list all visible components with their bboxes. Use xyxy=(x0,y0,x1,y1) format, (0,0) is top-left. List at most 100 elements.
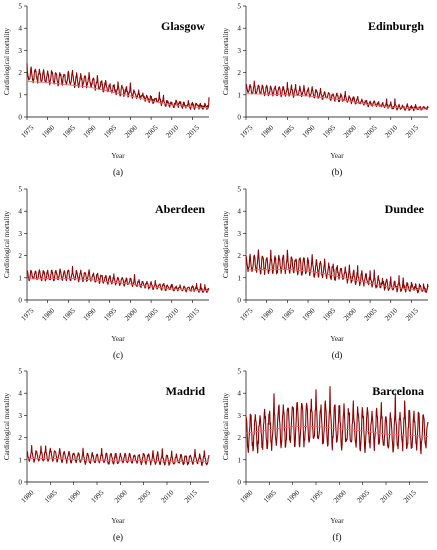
panel-d: 0 1 2 3 4 5 1975 1980 1985 1990 1995 2000 2005 2010 20… xyxy=(222,186,429,360)
y-tick-label: 2 xyxy=(237,434,241,442)
y-tick-label: 1 xyxy=(237,456,241,464)
x-tick-label: 1980 xyxy=(20,488,36,504)
y-tick-label: 5 xyxy=(18,3,22,11)
y-tick-label: 4 xyxy=(18,390,22,398)
x-tick-label: 2005 xyxy=(363,306,379,322)
y-tick-label: 4 xyxy=(237,390,241,398)
x-tick-label: 1980 xyxy=(40,306,56,322)
y-tick-label: 0 xyxy=(18,114,22,122)
x-tick-label: 2000 xyxy=(332,488,348,504)
x-tick-label: 2010 xyxy=(164,123,180,139)
series-line-observed xyxy=(26,265,210,293)
x-tick-label: 1985 xyxy=(61,306,77,322)
series-line-observed xyxy=(245,249,429,294)
x-axis-label: Year xyxy=(111,517,125,525)
x-tick-label: 1995 xyxy=(321,306,337,322)
y-tick-label: 4 xyxy=(18,25,22,33)
panel-title: Glasgow xyxy=(161,19,205,33)
y-tick-label: 2 xyxy=(18,252,22,260)
panel-caption: (e) xyxy=(113,532,123,542)
series-line-trend xyxy=(26,457,209,462)
series-line-trend xyxy=(245,93,429,110)
x-axis-label: Year xyxy=(330,152,344,160)
x-tick-label: 2005 xyxy=(355,488,371,504)
x-axis-label: Year xyxy=(330,335,344,343)
x-tick-label: 1985 xyxy=(262,488,278,504)
panel-title: Barcelona xyxy=(372,384,424,398)
panel-caption: (f) xyxy=(333,532,342,542)
panel-caption: (a) xyxy=(113,167,123,177)
x-tick-label: 1995 xyxy=(102,123,118,139)
x-tick-label: 1990 xyxy=(285,488,301,504)
y-axis-label: Cardiological mortality xyxy=(3,27,11,95)
x-tick-label: 1985 xyxy=(43,488,59,504)
panel-f: 0 1 2 3 4 5 1980 1985 1990 1995 2000 2005 2010 2015 Ca… xyxy=(222,368,429,542)
x-tick-label: 2010 xyxy=(383,306,399,322)
panel-caption: (b) xyxy=(332,167,343,177)
y-tick-label: 1 xyxy=(18,274,22,282)
y-tick-label: 5 xyxy=(237,368,241,376)
y-tick-label: 3 xyxy=(18,230,22,238)
y-tick-label: 2 xyxy=(237,69,241,77)
x-tick-label: 2005 xyxy=(136,488,152,504)
x-tick-label: 2005 xyxy=(144,306,160,322)
x-tick-label: 2010 xyxy=(379,488,395,504)
y-tick-label: 2 xyxy=(18,434,22,442)
x-axis-label: Year xyxy=(330,517,344,525)
x-tick-label: 1995 xyxy=(309,488,325,504)
y-tick-label: 3 xyxy=(18,412,22,420)
y-tick-label: 1 xyxy=(237,274,241,282)
y-tick-label: 5 xyxy=(18,368,22,376)
x-tick-label: 2015 xyxy=(404,306,420,322)
series-line-observed xyxy=(26,444,210,467)
x-tick-label: 1975 xyxy=(239,123,255,139)
panel-caption: (d) xyxy=(332,350,343,360)
panel-b: 0 1 2 3 4 5 1975 1980 1985 1990 1995 2000 2005 2010 20… xyxy=(222,3,429,177)
x-tick-label: 1990 xyxy=(66,488,82,504)
x-tick-label: 1990 xyxy=(301,306,317,322)
x-tick-label: 2015 xyxy=(185,306,201,322)
panel-title: Madrid xyxy=(166,384,206,398)
y-tick-label: 3 xyxy=(18,47,22,55)
series-line-trend xyxy=(26,277,210,292)
x-tick-label: 2000 xyxy=(342,306,358,322)
x-tick-label: 1975 xyxy=(239,306,255,322)
y-axis-label: Cardiological mortality xyxy=(222,210,230,278)
x-tick-label: 2005 xyxy=(144,123,160,139)
y-tick-label: 5 xyxy=(18,186,22,194)
panel-title: Aberdeen xyxy=(155,202,205,216)
series-line-observed xyxy=(245,80,429,112)
x-tick-label: 1975 xyxy=(20,123,36,139)
y-tick-label: 0 xyxy=(237,297,241,305)
x-tick-label: 1980 xyxy=(259,123,275,139)
x-tick-label: 1975 xyxy=(20,306,36,322)
y-tick-label: 5 xyxy=(237,186,241,194)
series-line-trend xyxy=(245,268,429,291)
x-tick-label: 1980 xyxy=(239,488,255,504)
y-tick-label: 0 xyxy=(237,114,241,122)
x-tick-label: 2015 xyxy=(185,123,201,139)
x-tick-label: 1985 xyxy=(280,306,296,322)
x-tick-label: 2015 xyxy=(402,488,418,504)
x-tick-label: 2005 xyxy=(363,123,379,139)
x-tick-label: 1990 xyxy=(301,123,317,139)
y-tick-label: 3 xyxy=(237,412,241,420)
panel-e: 0 1 2 3 4 5 1980 1985 1990 1995 2000 2005 2010 2015 Ca… xyxy=(3,368,210,542)
series-line-trend xyxy=(245,426,429,437)
x-tick-label: 1995 xyxy=(321,123,337,139)
x-tick-label: 2000 xyxy=(123,123,139,139)
x-tick-label: 2010 xyxy=(164,306,180,322)
y-tick-label: 0 xyxy=(237,479,241,487)
x-tick-label: 1980 xyxy=(40,123,56,139)
y-tick-label: 4 xyxy=(237,208,241,216)
y-tick-label: 1 xyxy=(18,456,22,464)
x-axis-label: Year xyxy=(111,152,125,160)
y-tick-label: 0 xyxy=(18,297,22,305)
x-tick-label: 1985 xyxy=(280,123,296,139)
x-tick-label: 2010 xyxy=(160,488,176,504)
y-tick-label: 3 xyxy=(237,47,241,55)
y-tick-label: 4 xyxy=(18,208,22,216)
y-tick-label: 1 xyxy=(237,91,241,99)
series-line-trend xyxy=(26,81,210,109)
